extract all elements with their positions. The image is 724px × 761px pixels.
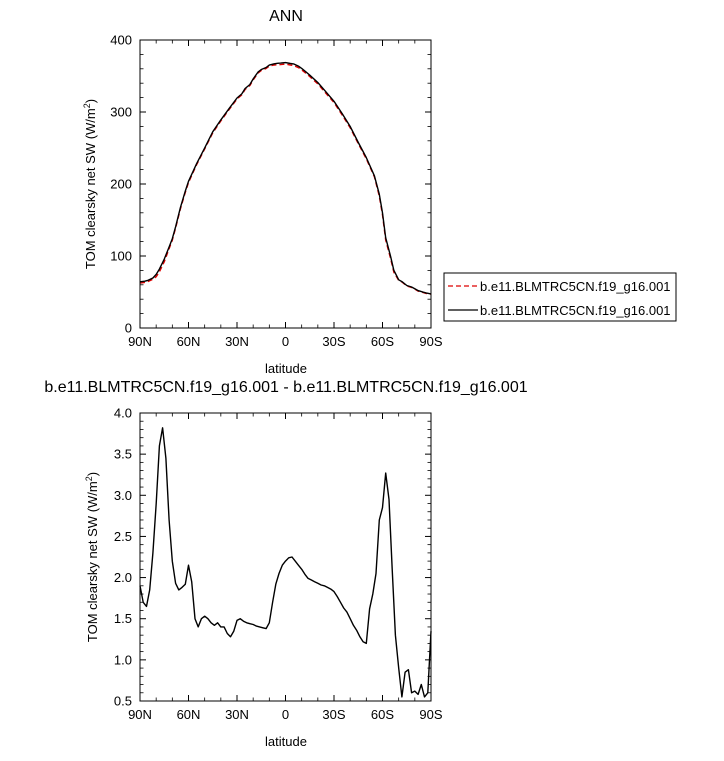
- series-line-1: [139, 427, 432, 698]
- y-tick-label: 100: [110, 249, 132, 264]
- bottom-chart-title: b.e11.BLMTRC5CN.f19_g16.001 - b.e11.BLMT…: [44, 379, 527, 396]
- bottom-tick-marks: [139, 412, 432, 702]
- top-panel: ANN 90N 60N 30N 0 30S 60S 90S 0 100 200 300 400 lat…: [82, 8, 443, 376]
- y-tick-label: 0: [125, 321, 132, 336]
- y-tick-label: 400: [110, 33, 132, 48]
- x-tick-label: 60S: [371, 334, 394, 349]
- bottom-series-lines: [139, 427, 432, 698]
- x-tick-label: 30N: [225, 334, 249, 349]
- y-tick-label: 3.0: [114, 488, 132, 503]
- x-tick-label: 60N: [177, 334, 201, 349]
- y-tick-label: 3.5: [114, 447, 132, 462]
- bottom-y-axis-title: TOM clearsky net SW (W/m2): [84, 472, 100, 642]
- series-line-2: [139, 61, 432, 295]
- x-tick-label: 60S: [371, 707, 394, 722]
- y-tick-label: 200: [110, 177, 132, 192]
- y-tick-label: 1.0: [114, 652, 132, 667]
- x-tick-label: 30S: [322, 707, 345, 722]
- bottom-panel: b.e11.BLMTRC5CN.f19_g16.001 - b.e11.BLMT…: [44, 379, 527, 749]
- y-tick-label: 4.0: [114, 406, 132, 421]
- x-tick-label: 30N: [225, 707, 249, 722]
- x-tick-label: 90S: [419, 334, 442, 349]
- x-tick-label: 90N: [128, 334, 152, 349]
- legend-label-2: b.e11.BLMTRC5CN.f19_g16.001: [480, 303, 671, 318]
- legend-label-1: b.e11.BLMTRC5CN.f19_g16.001: [480, 279, 671, 294]
- top-tick-labels: 90N 60N 30N 0 30S 60S 90S 0 100 200 300 400: [110, 33, 443, 350]
- y-tick-label: 2.5: [114, 529, 132, 544]
- top-chart-title: ANN: [269, 8, 303, 25]
- x-tick-label: 30S: [322, 334, 345, 349]
- x-tick-label: 0: [282, 707, 289, 722]
- legend: b.e11.BLMTRC5CN.f19_g16.001 b.e11.BLMTRC…: [443, 272, 677, 322]
- y-tick-label: 0.5: [114, 694, 132, 709]
- top-x-axis-title: latitude: [265, 361, 307, 376]
- top-plot-frame: [139, 39, 432, 329]
- x-tick-label: 90N: [128, 707, 152, 722]
- y-tick-label: 300: [110, 105, 132, 120]
- legend-box: [443, 272, 677, 322]
- y-tick-label: 1.5: [114, 611, 132, 626]
- top-series-lines: [139, 61, 432, 295]
- top-y-axis-title: TOM clearsky net SW (W/m2): [82, 99, 98, 269]
- x-tick-label: 90S: [419, 707, 442, 722]
- series-line-1: [139, 63, 432, 295]
- y-tick-label: 2.0: [114, 570, 132, 585]
- bottom-x-axis-title: latitude: [265, 734, 307, 749]
- bottom-plot-frame: [139, 412, 432, 702]
- x-tick-label: 60N: [177, 707, 201, 722]
- x-tick-label: 0: [282, 334, 289, 349]
- bottom-tick-labels: 90N 60N 30N 0 30S 60S 90S 0.5 1.0 1.5 2.0 2.5 3.0 3.5…: [114, 406, 443, 723]
- top-tick-marks: [139, 39, 432, 329]
